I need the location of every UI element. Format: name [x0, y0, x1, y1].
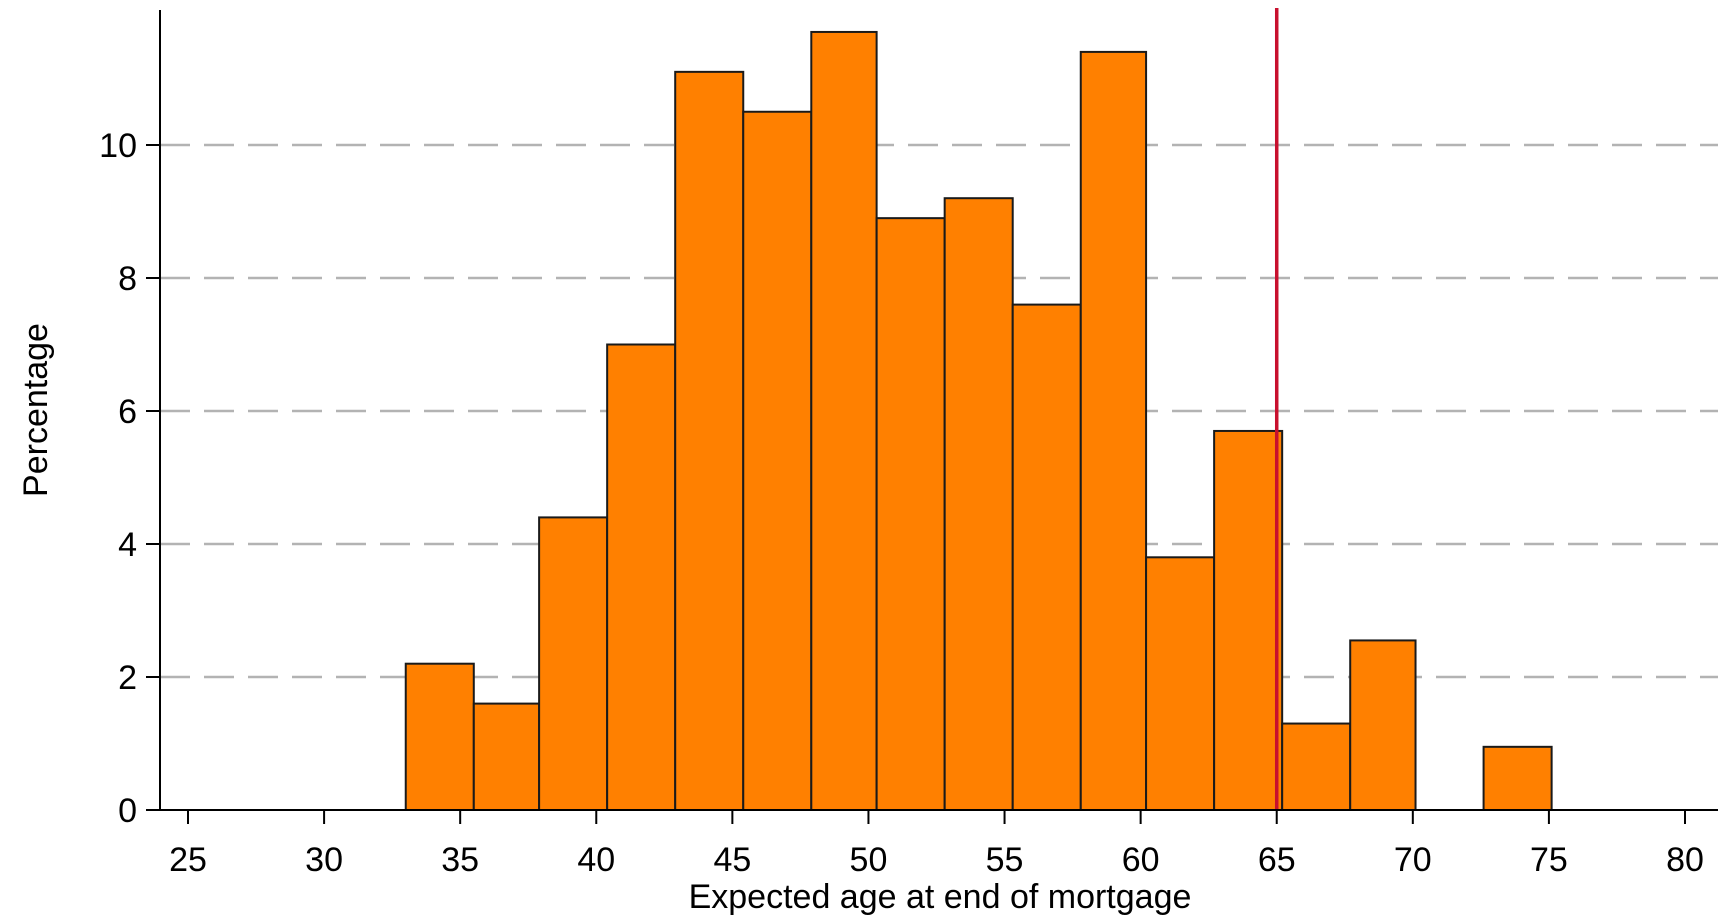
x-tick-label: 50: [850, 841, 888, 879]
x-axis-ticks: 25 30 35 40 45 50 55 60 65 70 75 80: [169, 810, 1704, 879]
histogram-bar: [1145, 556, 1216, 811]
x-axis-title: Expected age at end of mortgage: [689, 878, 1192, 916]
histogram-bar: [404, 662, 475, 812]
histogram-bar: [1281, 722, 1352, 811]
histogram-bar: [1482, 745, 1553, 812]
y-axis-ticks: 0 2 4 6 8 10: [99, 127, 160, 830]
histogram-bar: [606, 343, 677, 811]
histogram-bar: [1349, 639, 1417, 811]
histogram-bar: [943, 197, 1014, 811]
histogram-bar: [1079, 50, 1148, 811]
histogram-bar: [1011, 303, 1082, 811]
histogram-bar: [742, 110, 813, 811]
y-tick-label: 8: [118, 260, 137, 298]
y-tick-label: 10: [99, 127, 137, 165]
histogram-bar: [810, 30, 878, 811]
bars: [404, 30, 1553, 812]
x-tick-label: 80: [1666, 841, 1704, 879]
gridlines: [160, 143, 1718, 679]
y-tick-label: 0: [118, 792, 137, 830]
x-tick-label: 45: [713, 841, 751, 879]
x-tick-label: 40: [577, 841, 615, 879]
histogram-bar: [875, 217, 946, 811]
x-tick-label: 75: [1530, 841, 1568, 879]
x-tick-label: 55: [986, 841, 1024, 879]
histogram-bar: [538, 516, 609, 812]
x-tick-label: 65: [1258, 841, 1296, 879]
x-tick-label: 25: [169, 841, 207, 879]
y-tick-label: 4: [118, 526, 137, 564]
y-tick-label: 2: [118, 659, 137, 697]
x-tick-label: 60: [1122, 841, 1160, 879]
x-tick-label: 35: [441, 841, 479, 879]
histogram-bar: [472, 702, 541, 811]
x-tick-label: 30: [305, 841, 343, 879]
histogram-bar: [1213, 429, 1284, 811]
y-axis-title: Percentage: [17, 323, 55, 497]
x-tick-label: 70: [1394, 841, 1432, 879]
y-tick-label: 6: [118, 393, 137, 431]
histogram-bar: [674, 70, 745, 812]
